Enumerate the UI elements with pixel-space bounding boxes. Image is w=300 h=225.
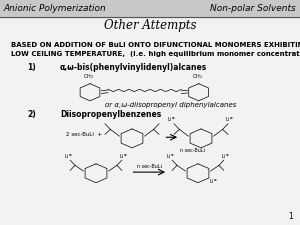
Text: Li$^\oplus$: Li$^\oplus$ xyxy=(167,115,176,124)
Text: n sec-BuLi: n sec-BuLi xyxy=(179,148,205,153)
Text: CH$_2$: CH$_2$ xyxy=(192,72,203,81)
Text: Diisopropenylbenzenes: Diisopropenylbenzenes xyxy=(60,110,161,119)
Text: Li$^\oplus$: Li$^\oplus$ xyxy=(166,152,175,161)
Text: Anionic Polymerization: Anionic Polymerization xyxy=(4,4,107,13)
Text: LOW CEILING TEMPERATURE,  (i.e. high equilibrium monomer concentration): LOW CEILING TEMPERATURE, (i.e. high equi… xyxy=(11,52,300,57)
Text: 2): 2) xyxy=(27,110,36,119)
Text: 1: 1 xyxy=(288,212,292,221)
Text: Li$^\oplus$: Li$^\oplus$ xyxy=(64,152,73,161)
Text: CH$_2$: CH$_2$ xyxy=(83,72,94,81)
Bar xyxy=(0,0,300,17)
Text: 2 sec-BuLi  +: 2 sec-BuLi + xyxy=(66,133,102,137)
Text: 1): 1) xyxy=(27,63,36,72)
Text: Other Attempts: Other Attempts xyxy=(104,19,196,32)
Text: Li$^\oplus$: Li$^\oplus$ xyxy=(226,115,235,124)
Text: Non-polar Solvents: Non-polar Solvents xyxy=(210,4,296,13)
Text: or α,ω-diisopropenyl diphenylalcanes: or α,ω-diisopropenyl diphenylalcanes xyxy=(105,102,236,108)
Text: Li$^\oplus$: Li$^\oplus$ xyxy=(119,152,128,161)
Text: BASED ON ADDITION OF BuLI ONTO DIFUNCTIONAL MONOMERS EXHIBITING :: BASED ON ADDITION OF BuLI ONTO DIFUNCTIO… xyxy=(11,42,300,48)
Text: Li$^\oplus$: Li$^\oplus$ xyxy=(209,178,218,187)
Text: α,ω-bis(phenylvinylidenyl)alcanes: α,ω-bis(phenylvinylidenyl)alcanes xyxy=(60,63,207,72)
Text: Li$^\oplus$: Li$^\oplus$ xyxy=(221,152,230,161)
Text: n sec-BuLi: n sec-BuLi xyxy=(136,164,162,169)
